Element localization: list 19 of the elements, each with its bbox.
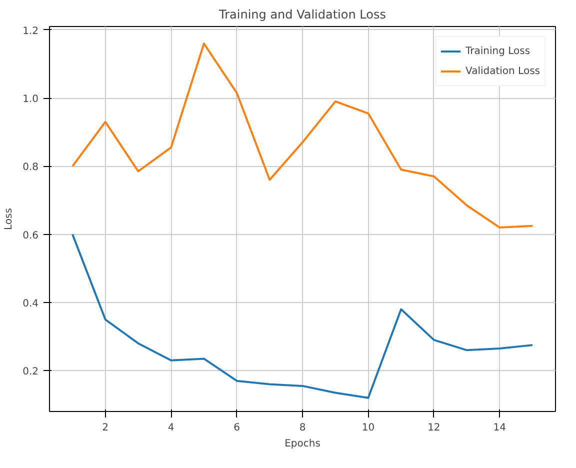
- x-axis-title: Epochs: [284, 438, 320, 450]
- y-tick-label: 1.2: [22, 26, 39, 37]
- y-tick-label: 0.4: [22, 298, 39, 310]
- y-tick-label: 0.6: [22, 230, 39, 242]
- x-tick-label: 2: [102, 422, 109, 434]
- y-axis-title: Loss: [4, 208, 15, 230]
- x-tick-label: 10: [362, 422, 375, 434]
- y-tick-label: 1.0: [22, 94, 39, 106]
- x-tick-label: 14: [493, 422, 506, 434]
- x-tick-label: 4: [168, 422, 174, 434]
- legend-label: Validation Loss: [466, 66, 540, 76]
- x-tick-label: 8: [299, 422, 306, 434]
- y-tick-label: 0.2: [22, 366, 39, 378]
- line-series: [72, 233, 534, 399]
- chart-title: Training and Validation Loss: [218, 8, 386, 22]
- y-tick-label: 0.8: [22, 162, 39, 174]
- legend-label: Training Loss: [466, 46, 530, 56]
- x-tick-label: 12: [428, 422, 440, 434]
- x-tick-label: 6: [234, 422, 240, 434]
